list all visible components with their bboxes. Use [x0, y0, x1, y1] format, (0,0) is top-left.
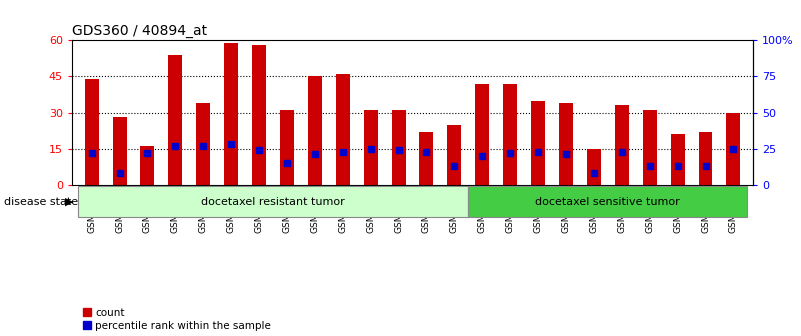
Text: GDS360 / 40894_at: GDS360 / 40894_at	[72, 24, 207, 38]
Bar	[475, 84, 489, 185]
Bar	[642, 110, 657, 185]
Bar	[364, 110, 377, 185]
Bar	[587, 149, 601, 185]
Bar	[531, 100, 545, 185]
Bar	[280, 110, 294, 185]
Bar	[727, 113, 740, 185]
Bar	[698, 132, 712, 185]
Bar	[252, 45, 266, 185]
Bar	[615, 106, 629, 185]
Bar	[559, 103, 573, 185]
Text: disease state: disease state	[4, 197, 78, 207]
Bar	[503, 84, 517, 185]
Bar	[224, 43, 238, 185]
Bar	[420, 132, 433, 185]
Bar	[670, 134, 685, 185]
Bar	[336, 74, 350, 185]
Bar	[85, 79, 99, 185]
Text: ▶: ▶	[65, 197, 74, 207]
Bar	[196, 103, 210, 185]
Text: docetaxel resistant tumor: docetaxel resistant tumor	[201, 197, 345, 207]
Bar	[392, 110, 405, 185]
Legend: count, percentile rank within the sample: count, percentile rank within the sample	[83, 308, 272, 331]
Text: docetaxel sensitive tumor: docetaxel sensitive tumor	[535, 197, 680, 207]
Bar	[448, 125, 461, 185]
Bar	[113, 117, 127, 185]
Bar	[168, 55, 183, 185]
Bar	[140, 146, 155, 185]
Bar	[308, 77, 322, 185]
